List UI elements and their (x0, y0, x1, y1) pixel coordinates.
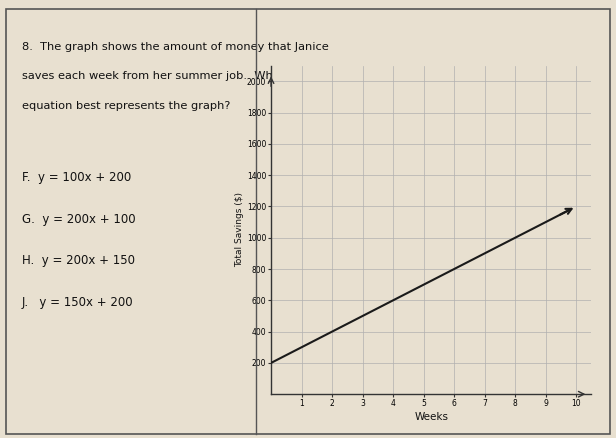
Text: saves each week from her summer job.  Which: saves each week from her summer job. Whi… (22, 71, 290, 81)
Text: equation best represents the graph?: equation best represents the graph? (22, 100, 230, 110)
Y-axis label: Total Savings ($): Total Savings ($) (235, 192, 244, 268)
Text: J.   y = 150x + 200: J. y = 150x + 200 (22, 296, 134, 309)
Text: H.  y = 200x + 150: H. y = 200x + 150 (22, 254, 135, 268)
Text: G.  y = 200x + 100: G. y = 200x + 100 (22, 213, 136, 226)
Text: 8.  The graph shows the amount of money that Janice: 8. The graph shows the amount of money t… (22, 42, 329, 52)
X-axis label: Weeks: Weeks (414, 412, 448, 422)
Text: F.  y = 100x + 200: F. y = 100x + 200 (22, 171, 131, 184)
